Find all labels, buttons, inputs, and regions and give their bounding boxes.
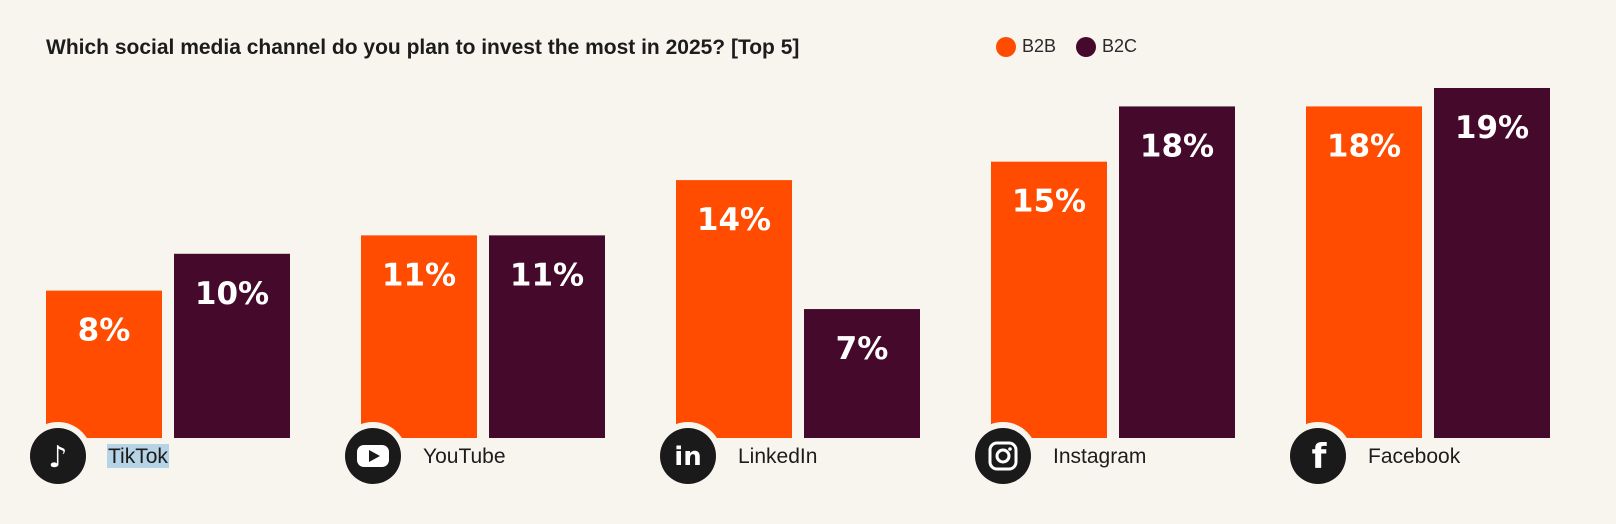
value-label-b2c-youtube: 11% bbox=[510, 257, 584, 293]
value-label-b2c-facebook: 19% bbox=[1455, 110, 1529, 146]
bar-b2b-youtube bbox=[361, 235, 477, 438]
legend-item-b2b: B2B bbox=[996, 36, 1056, 57]
legend-item-b2c: B2C bbox=[1076, 36, 1137, 57]
youtube-icon bbox=[345, 428, 401, 484]
value-label-b2b-facebook: 18% bbox=[1327, 128, 1401, 164]
category-label-facebook: Facebook bbox=[1368, 445, 1461, 468]
svg-text:f: f bbox=[1312, 437, 1328, 477]
category-label-tiktok: TikTok bbox=[108, 445, 168, 468]
legend-label-b2b: B2B bbox=[1022, 36, 1057, 56]
bar-b2b-linkedin bbox=[676, 180, 792, 438]
chart-title: Which social media channel do you plan t… bbox=[46, 36, 800, 59]
text-selection-highlight bbox=[107, 444, 169, 468]
bar-b2c-tiktok bbox=[174, 253, 290, 438]
bar-b2c-facebook bbox=[1434, 88, 1550, 438]
linkedin-icon: in bbox=[660, 428, 716, 484]
category-label-youtube: YouTube bbox=[423, 445, 506, 468]
bar-b2b-instagram bbox=[991, 161, 1107, 438]
value-label-b2c-instagram: 18% bbox=[1140, 128, 1214, 164]
bar-b2c-instagram bbox=[1119, 106, 1235, 438]
value-label-b2b-tiktok: 8% bbox=[78, 313, 131, 349]
svg-text:in: in bbox=[674, 442, 701, 472]
legend: B2B B2C bbox=[996, 36, 1157, 57]
legend-label-b2c: B2C bbox=[1102, 36, 1138, 56]
value-label-b2b-linkedin: 14% bbox=[697, 202, 771, 238]
tiktok-icon: ♪ bbox=[30, 428, 86, 484]
category-label-instagram: Instagram bbox=[1053, 445, 1146, 468]
value-label-b2b-instagram: 15% bbox=[1012, 184, 1086, 220]
value-label-b2b-youtube: 11% bbox=[382, 257, 456, 293]
svg-text:♪: ♪ bbox=[48, 440, 67, 475]
facebook-icon: f bbox=[1290, 428, 1346, 484]
legend-swatch-b2b bbox=[996, 36, 1016, 57]
instagram-icon bbox=[975, 428, 1031, 484]
legend-swatch-b2c bbox=[1076, 36, 1097, 57]
bar-b2b-tiktok bbox=[46, 290, 162, 438]
value-label-b2c-tiktok: 10% bbox=[195, 276, 269, 312]
value-label-b2c-linkedin: 7% bbox=[836, 331, 889, 367]
bar-b2b-facebook bbox=[1306, 106, 1422, 438]
bar-b2c-linkedin bbox=[804, 309, 920, 438]
category-label-linkedin: LinkedIn bbox=[738, 445, 817, 468]
bar-b2c-youtube bbox=[489, 235, 605, 438]
